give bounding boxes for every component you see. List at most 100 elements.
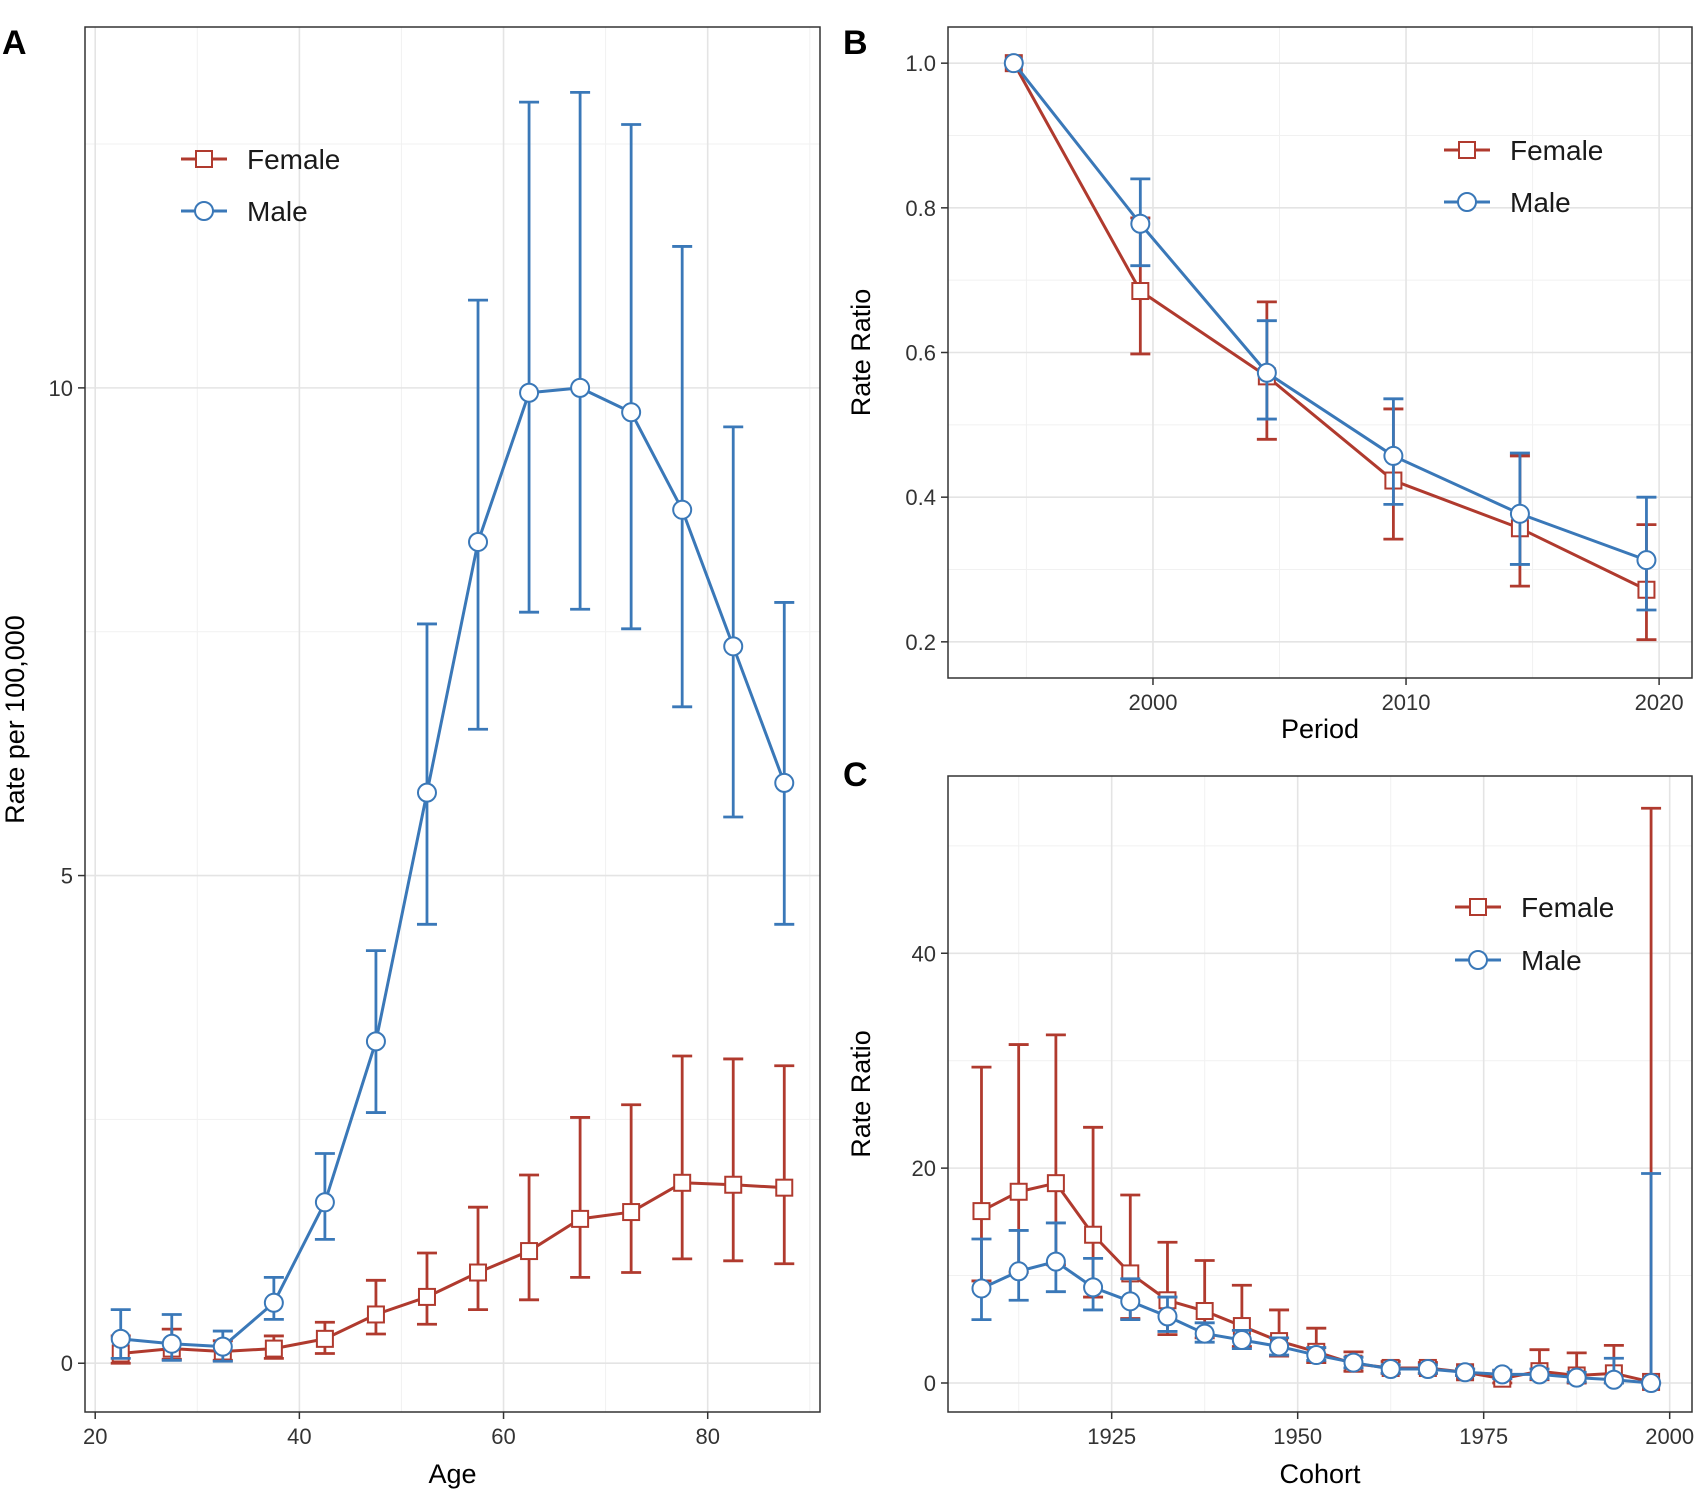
female-series-line (120, 1181, 785, 1355)
female-data-point (417, 1287, 436, 1306)
y-tick-label: 0.6 (905, 341, 936, 366)
x-tick-label: 2000 (1645, 1424, 1694, 1449)
panel-letter: C (843, 756, 868, 794)
y-axis-title: Rate Ratio (846, 1030, 876, 1158)
female-data-point (1084, 1225, 1103, 1244)
legend-female-marker (195, 150, 213, 168)
male-data-point (1380, 1359, 1401, 1380)
legend-male-marker (1457, 192, 1477, 212)
male-series-line (1012, 62, 1647, 562)
y-tick-label: 0 (61, 1351, 73, 1376)
x-tick-label: 80 (695, 1424, 719, 1449)
female-data-point (724, 1175, 743, 1194)
legend-male-label: Male (1510, 187, 1571, 218)
male-data-point (723, 636, 744, 657)
panel-c-cohort-chart: C 1925 1950 1975 2000 0 20 40 Cohort Rate Ratio Fe… (843, 756, 1694, 1489)
male-data-point (1566, 1367, 1587, 1388)
legend-female-label: Female (1510, 135, 1603, 166)
male-data-point (314, 1192, 335, 1213)
legend: Female Male (1455, 892, 1614, 976)
y-tick-label: 0.2 (905, 630, 936, 655)
y-axis-title: Rate Ratio (846, 289, 876, 417)
x-tick-label: 2010 (1382, 690, 1431, 715)
y-tick-label: 0 (924, 1371, 936, 1396)
male-data-point (1343, 1352, 1364, 1373)
legend-male-marker (194, 201, 214, 221)
legend-male-label: Male (247, 196, 308, 227)
y-tick-label: 1.0 (905, 51, 936, 76)
male-data-point (774, 772, 795, 793)
legend-female-label: Female (247, 144, 340, 175)
female-data-point (571, 1209, 590, 1228)
male-data-point (161, 1333, 182, 1354)
series-layer (1003, 53, 1657, 642)
female-data-point (520, 1242, 539, 1261)
male-data-point (110, 1328, 131, 1349)
legend-female-marker (1458, 141, 1476, 159)
female-data-point (1009, 1182, 1028, 1201)
male-data-point (621, 402, 642, 423)
male-data-point (1194, 1323, 1215, 1344)
y-tick-label: 10 (49, 376, 73, 401)
x-tick-label: 1950 (1273, 1424, 1322, 1449)
male-data-point (1231, 1330, 1252, 1351)
male-series-line (120, 386, 786, 1349)
female-data-point (622, 1203, 641, 1222)
male-data-point (1455, 1362, 1476, 1383)
y-tick-label: 0.4 (905, 485, 936, 510)
male-data-point (1256, 362, 1277, 383)
y-axis-title: Rate per 100,000 (0, 615, 30, 824)
x-tick-label: 1925 (1087, 1424, 1136, 1449)
female-data-point (1131, 282, 1150, 301)
male-data-point (519, 382, 540, 403)
y-tick-label: 5 (61, 864, 73, 889)
male-data-point (468, 531, 489, 552)
female-data-point (775, 1178, 794, 1197)
legend: Female Male (181, 144, 340, 227)
x-tick-label: 20 (83, 1424, 107, 1449)
x-tick-label: 2000 (1129, 690, 1178, 715)
panel-b-period-chart: B 2000 2010 2020 0.2 0.4 0.6 0.8 1.0 Period Rate R… (843, 24, 1693, 744)
male-data-point (1306, 1345, 1327, 1366)
male-data-point (416, 782, 437, 803)
male-data-point (570, 377, 591, 398)
female-data-point (673, 1173, 692, 1192)
female-data-point (264, 1339, 283, 1358)
panel-a-age-chart: A 20 40 60 80 0 5 10 Age Rate per 100,000 Female Ma… (0, 24, 821, 1489)
y-tick-label: 0.8 (905, 196, 936, 221)
male-data-point (1529, 1364, 1550, 1385)
male-data-point (1008, 1261, 1029, 1282)
male-data-point (971, 1278, 992, 1299)
male-data-point (1269, 1336, 1290, 1357)
female-data-point (1046, 1174, 1065, 1193)
legend-male-label: Male (1521, 945, 1582, 976)
x-axis-title: Age (428, 1459, 476, 1489)
male-data-point (1130, 213, 1151, 234)
male-data-point (1636, 550, 1657, 571)
series-layer (971, 806, 1662, 1393)
legend: Female Male (1444, 135, 1603, 218)
panel-letter: A (2, 24, 27, 62)
male-data-point (212, 1336, 233, 1357)
male-data-point (263, 1292, 284, 1313)
legend-male-marker (1468, 950, 1488, 970)
female-data-point (315, 1329, 334, 1348)
legend-female-marker (1469, 898, 1487, 916)
male-data-point (365, 1031, 386, 1052)
y-tick-label: 40 (912, 941, 936, 966)
male-data-point (1383, 445, 1404, 466)
male-data-point (672, 499, 693, 520)
female-data-point (469, 1263, 488, 1282)
female-data-point (1195, 1302, 1214, 1321)
x-tick-label: 40 (287, 1424, 311, 1449)
x-tick-label: 2020 (1635, 690, 1684, 715)
female-data-point (972, 1202, 991, 1221)
male-data-point (1417, 1359, 1438, 1380)
male-data-point (1603, 1369, 1624, 1390)
male-data-point (1509, 503, 1530, 524)
male-data-point (1083, 1277, 1104, 1298)
x-axis-title: Period (1281, 714, 1359, 744)
male-data-point (1157, 1306, 1178, 1327)
x-tick-label: 1975 (1459, 1424, 1508, 1449)
